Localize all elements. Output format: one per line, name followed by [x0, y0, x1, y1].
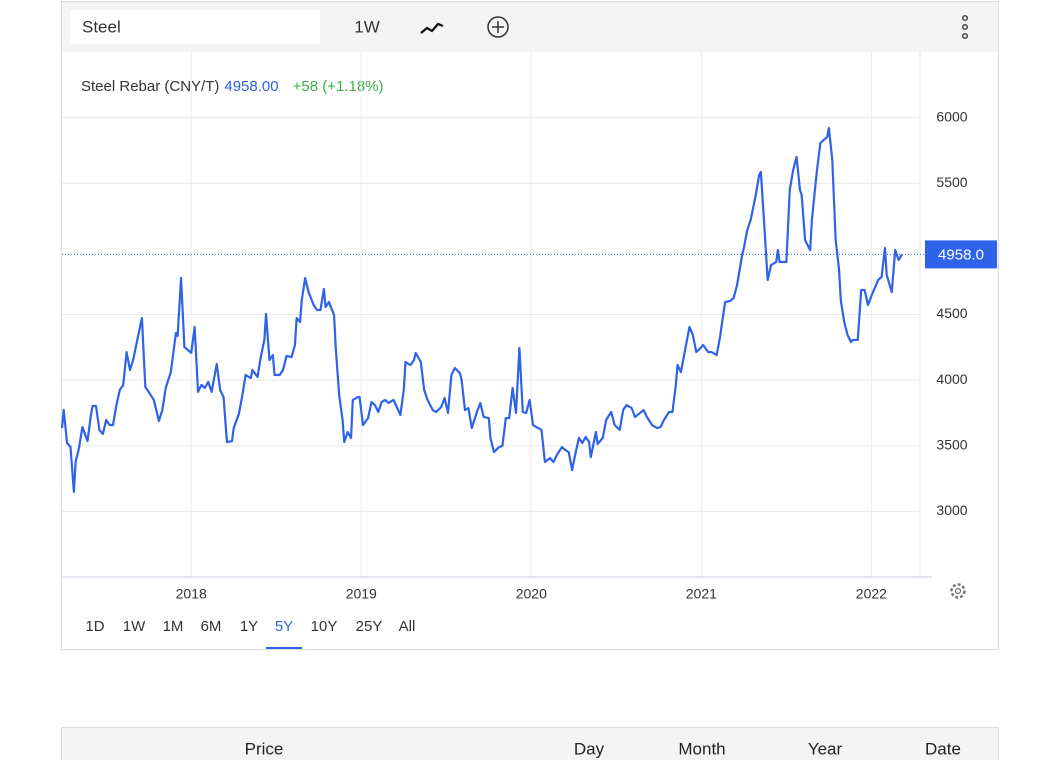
icon-circle — [487, 16, 509, 38]
range-button[interactable]: 1W — [123, 618, 146, 635]
chart-heading: Steel Rebar (CNY/T) 4958.00 +58 (+1.18%) — [81, 78, 384, 95]
chart-type-icon[interactable] — [420, 22, 444, 34]
range-button[interactable]: 1M — [163, 618, 184, 635]
settings-icon[interactable] — [950, 583, 966, 599]
range-button[interactable]: All — [399, 618, 416, 635]
column-header: Date — [925, 739, 961, 758]
range-button[interactable]: 1Y — [240, 618, 258, 635]
range-underline — [266, 647, 302, 649]
icon-gear — [950, 583, 966, 599]
widget-frame — [61, 1, 999, 650]
y-tick-label: 4500 — [936, 305, 967, 321]
column-header: Day — [574, 739, 605, 758]
search-box[interactable] — [70, 10, 320, 44]
range-button[interactable]: 1D — [85, 618, 104, 635]
price: 4958.00 — [224, 78, 278, 95]
x-tick-label: 2022 — [856, 586, 887, 602]
range-button[interactable]: 10Y — [311, 618, 338, 635]
column-header: Price — [245, 739, 284, 758]
column-header: Month — [678, 739, 725, 758]
last-price-box — [925, 240, 997, 269]
change: +58 (+1.18%) — [293, 78, 384, 95]
menu-icon[interactable] — [961, 14, 969, 40]
x-tick-label: 2020 — [516, 586, 547, 602]
icon-gear-hub — [954, 587, 962, 595]
range-button[interactable]: 6M — [201, 618, 222, 635]
chart-title: Steel Rebar (CNY/T) — [81, 78, 219, 95]
x-tick-label: 2018 — [176, 586, 207, 602]
y-tick-label: 6000 — [936, 108, 967, 124]
x-tick-label: 2021 — [686, 586, 717, 602]
y-tick-label: 4000 — [936, 371, 967, 387]
price-line — [60, 126, 903, 494]
interval-button[interactable]: 1W — [354, 17, 380, 36]
add-indicator-icon[interactable] — [487, 16, 509, 38]
range-button[interactable]: 25Y — [356, 618, 383, 635]
icon-dot — [961, 23, 969, 31]
column-header: Year — [808, 739, 843, 758]
y-tick-label: 5500 — [936, 174, 967, 190]
y-tick-label: 3000 — [936, 502, 967, 518]
icon-dot — [961, 32, 969, 40]
search-text[interactable]: Steel — [82, 17, 121, 36]
icon-dot — [961, 14, 969, 22]
range-button[interactable]: 5Y — [275, 618, 293, 635]
grid — [62, 52, 919, 577]
table-header — [61, 727, 999, 760]
y-tick-label: 3500 — [936, 436, 967, 452]
x-tick-label: 2019 — [346, 586, 377, 602]
last-price-label: 4958.0 — [938, 246, 984, 263]
